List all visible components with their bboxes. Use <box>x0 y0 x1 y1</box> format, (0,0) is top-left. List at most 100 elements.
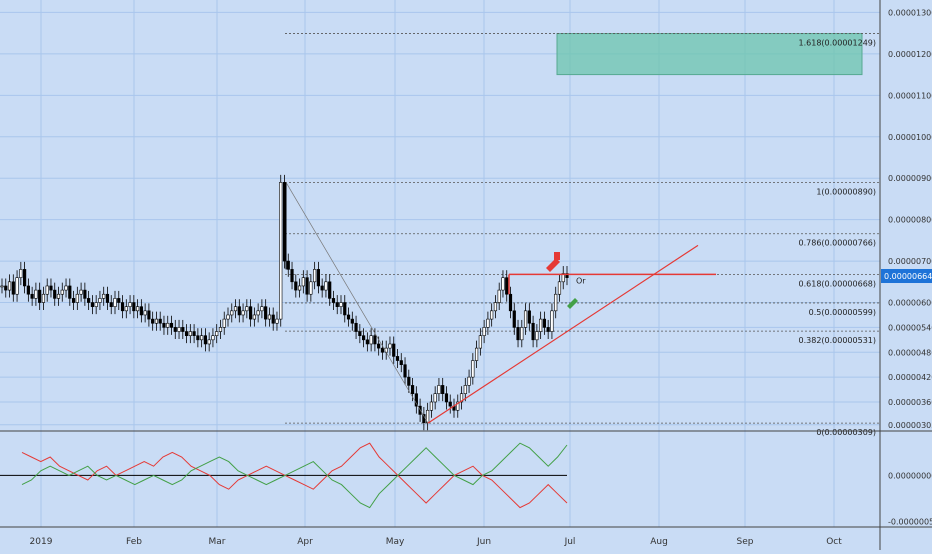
candle-body <box>252 314 256 320</box>
fib-label: 0.5(0.00000599) <box>809 308 876 317</box>
candle-body <box>162 322 166 328</box>
candle-body <box>561 273 565 283</box>
y-tick-label: 0.00000540 <box>888 323 932 332</box>
candle-body <box>120 302 125 312</box>
candle-body <box>260 306 264 312</box>
candle-body <box>535 331 539 341</box>
candle-body <box>467 376 471 386</box>
x-tick-label: May <box>386 537 405 547</box>
candle-body <box>75 293 79 303</box>
candle-body <box>410 385 415 395</box>
candle-body <box>335 302 339 307</box>
candle-body <box>414 393 418 407</box>
candle-body <box>486 318 490 328</box>
osc-series-line <box>21 442 568 509</box>
candle-body <box>132 302 136 312</box>
candle-body <box>542 318 546 328</box>
current-price-tag <box>881 269 932 284</box>
candle-body <box>249 306 253 320</box>
oscillator <box>0 442 568 509</box>
y-tick-label: 0.00000900 <box>888 174 932 183</box>
candle-body <box>226 314 230 320</box>
candle-body <box>30 293 34 299</box>
y-tick-label: 0.00000420 <box>888 373 932 382</box>
candle-body <box>550 310 554 332</box>
candle-body <box>139 306 143 316</box>
candle-body <box>267 314 272 320</box>
sell-marker-icon <box>546 258 560 272</box>
candle-body <box>0 285 4 288</box>
candle-body <box>474 347 479 361</box>
candle-body <box>128 302 132 307</box>
candle-body <box>79 289 83 295</box>
candle-body <box>173 327 177 332</box>
candle-body <box>557 281 562 295</box>
candle-body <box>15 277 19 295</box>
candle-body <box>109 302 113 307</box>
x-tick-label: Mar <box>209 537 226 547</box>
candle-body <box>328 281 332 299</box>
candle-body <box>22 269 27 287</box>
target-zone <box>556 33 863 76</box>
candle-body <box>282 182 287 262</box>
candle-body <box>105 293 110 303</box>
candle-body <box>448 401 452 407</box>
fib-label: 1(0.00000890) <box>816 187 876 196</box>
candle-body <box>501 277 505 291</box>
candle-body <box>395 356 400 361</box>
annotation-text: Or <box>576 276 586 285</box>
candle-body <box>437 385 441 395</box>
candle-body <box>98 298 102 303</box>
candle-body <box>493 302 498 312</box>
candle-body <box>433 393 437 403</box>
candle-body <box>497 289 501 303</box>
osc-tick-label: 0.00000000 <box>888 471 932 480</box>
osc-series-line <box>21 442 568 509</box>
candle-body <box>177 327 181 332</box>
fib-label: 0.786(0.00000766) <box>799 239 877 248</box>
candle-body <box>301 277 305 287</box>
candle-body <box>256 310 260 316</box>
candle-body <box>429 401 434 411</box>
candle-body <box>241 310 245 316</box>
candle-body <box>313 269 317 283</box>
candle-body <box>26 285 30 295</box>
fib-label: 0.618(0.00000668) <box>799 279 877 288</box>
buy-marker-icon <box>567 298 578 309</box>
y-tick-label: 0.00000700 <box>888 257 932 266</box>
candle-body <box>87 298 91 303</box>
candle-body <box>45 285 49 295</box>
candle-body <box>215 331 219 336</box>
candles <box>0 174 569 431</box>
y-tick-label: 0.00000600 <box>888 299 932 308</box>
candle-body <box>346 314 351 320</box>
candle-body <box>41 293 46 303</box>
drawings: Or <box>285 182 716 424</box>
fib-levels: 1.618(0.00001249) 1(0.00000890) 0.786(0.00… <box>285 33 880 437</box>
candle-body <box>83 289 87 299</box>
candle-body <box>94 302 98 307</box>
candle-body <box>19 269 23 278</box>
candle-body <box>539 318 543 332</box>
target-zone-rect <box>556 33 863 76</box>
candle-body <box>309 281 313 295</box>
candle-body <box>358 331 362 336</box>
candle-body <box>271 314 275 324</box>
candle-body <box>56 293 61 299</box>
fib-label: 1.618(0.00001249) <box>799 39 877 48</box>
candle-body <box>60 289 64 295</box>
candle-body <box>350 318 354 324</box>
candle-body <box>264 306 268 320</box>
candle-body <box>361 335 366 341</box>
candle-body <box>520 327 524 341</box>
candle-body <box>279 182 283 320</box>
x-tick-label: Apr <box>297 537 313 547</box>
candle-body <box>222 318 226 328</box>
fib-anchor-line <box>285 182 429 424</box>
candle-body <box>523 310 528 328</box>
y-tick-label: 0.00000305 <box>888 421 932 430</box>
candle-body <box>369 335 373 345</box>
candle-body <box>7 281 12 291</box>
